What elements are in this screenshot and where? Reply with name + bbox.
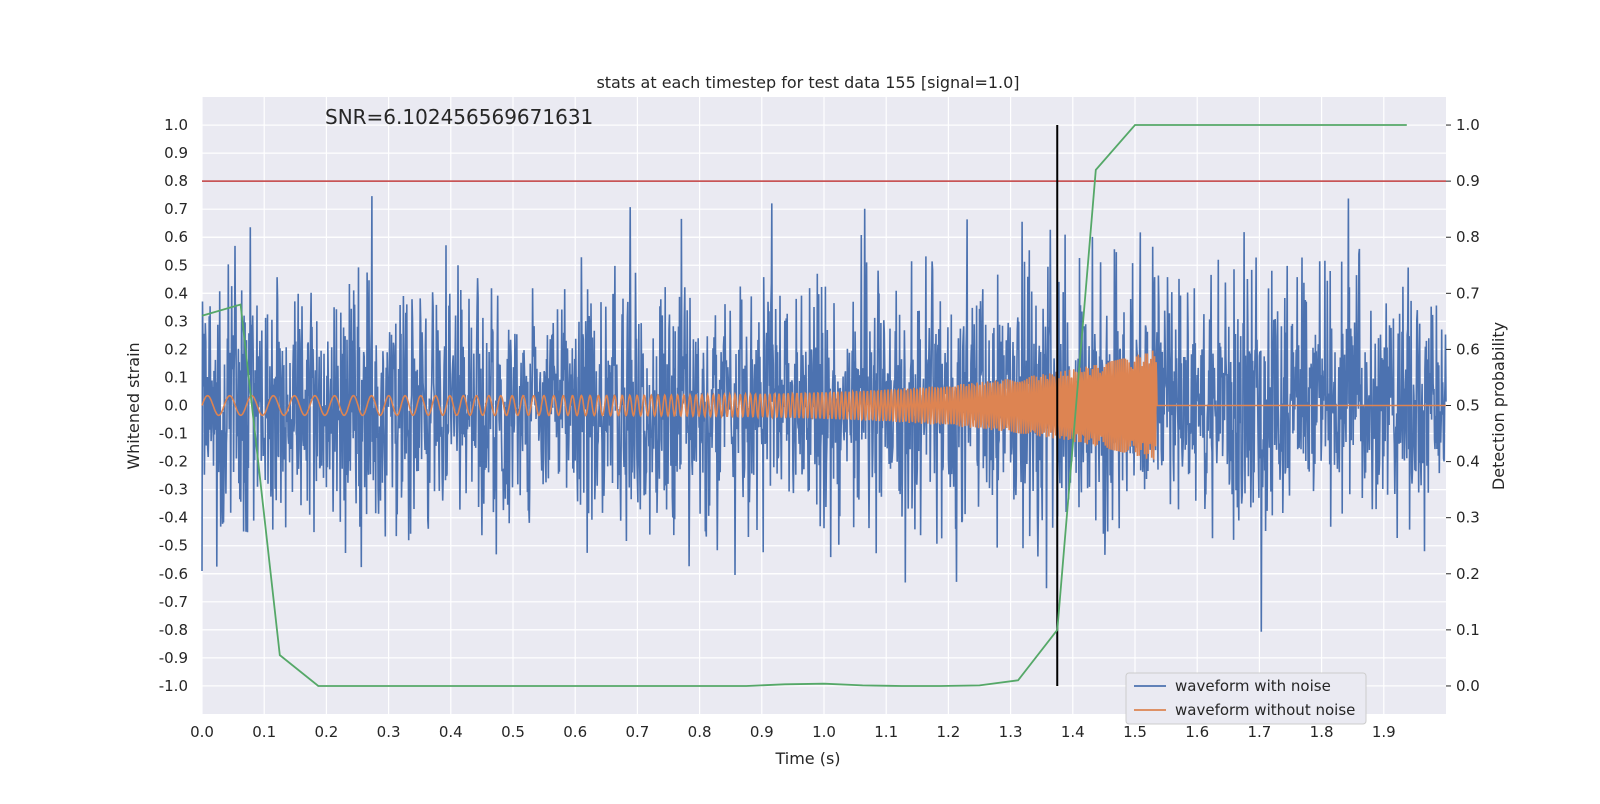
x-tick-label: 1.0 [812,723,836,741]
x-tick-label: 0.5 [501,723,525,741]
y-tick-label: -0.5 [159,537,188,555]
legend-label-clean: waveform without noise [1175,701,1355,719]
x-tick-label: 1.9 [1372,723,1396,741]
y-tick-label: 0.8 [164,172,188,190]
legend-label-noise: waveform with noise [1175,677,1331,695]
waveform-with-noise-line [201,196,1447,632]
snr-annotation: SNR=6.102456569671631 [325,105,593,129]
x-tick-label: 1.2 [936,723,960,741]
y-tick-label: -0.6 [159,565,188,583]
y-tick-label: -0.1 [159,425,188,443]
x-tick-label: 1.1 [874,723,898,741]
detection-probability-line [201,124,1407,687]
chart-title: stats at each timestep for test data 155… [596,73,1019,92]
y-tick-label: 0.5 [164,256,188,274]
y-tick-label: -0.3 [159,481,188,499]
y2-tick-label: 0.9 [1456,172,1480,190]
y-tick-label: 0.9 [164,144,188,162]
y-axis-label: Whitened strain [124,342,143,469]
y-tick-label: -0.8 [159,621,188,639]
legend: waveform with noise waveform without noi… [1125,672,1367,725]
x-tick-label: 0.7 [625,723,649,741]
x-tick-label: 0.4 [439,723,463,741]
y2-tick-label: 0.5 [1456,397,1480,415]
y2-tick-labels: 1.0 0.9 0.8 0.7 0.6 0.5 0.4 0.3 0.2 0.1 0.0 [1446,116,1480,695]
legend-box [1125,672,1367,725]
y-tick-label: 0.1 [164,368,188,386]
x-tick-label: 1.7 [1247,723,1271,741]
x-tick-label: 0.9 [750,723,774,741]
y-tick-labels: 1.0 0.9 0.8 0.7 0.6 0.5 0.4 0.3 0.2 0.1 0.0 -0.1 -0.… [159,116,188,695]
x-tick-labels: 0.0 0.1 0.2 0.3 0.4 0.5 0.6 0.7 0.8 0.9 1.0 1.1 1.2 1… [190,723,1396,741]
x-tick-label: 1.3 [999,723,1023,741]
y-tick-label: 0.0 [164,397,188,415]
y-tick-label: -0.9 [159,649,188,667]
y-tick-label: 0.2 [164,340,188,358]
y-tick-label: 1.0 [164,116,188,134]
y2-tick-label: 0.0 [1456,677,1480,695]
waveform-without-noise-line [201,350,1446,460]
y2-tick-label: 0.1 [1456,621,1480,639]
y-tick-label: 0.7 [164,200,188,218]
y2-tick-label: 0.3 [1456,509,1480,527]
x-tick-label: 0.2 [314,723,338,741]
y2-axis-label: Detection probability [1489,322,1508,490]
x-tick-label: 1.8 [1310,723,1334,741]
y-tick-label: -0.2 [159,453,188,471]
x-tick-label: 0.6 [563,723,587,741]
x-axis-label: Time (s) [774,749,840,768]
x-tick-label: 0.8 [688,723,712,741]
y-tick-label: -0.4 [159,509,188,527]
x-tick-label: 1.4 [1061,723,1085,741]
y2-tick-label: 0.8 [1456,228,1480,246]
x-tick-label: 0.3 [377,723,401,741]
x-tick-label: 1.6 [1185,723,1209,741]
y-tick-label: 0.4 [164,284,188,302]
y-tick-label: 0.3 [164,312,188,330]
x-tick-label: 0.0 [190,723,214,741]
y2-tick-label: 0.7 [1456,284,1480,302]
series-layer [201,124,1447,687]
y-tick-label: -1.0 [159,677,188,695]
y2-tick-label: 1.0 [1456,116,1480,134]
y2-tick-label: 0.6 [1456,340,1480,358]
y2-tick-label: 0.2 [1456,565,1480,583]
x-tick-label: 0.1 [252,723,276,741]
y-tick-label: 0.6 [164,228,188,246]
y-tick-label: -0.7 [159,593,188,611]
y2-tick-label: 0.4 [1456,453,1480,471]
x-tick-label: 1.5 [1123,723,1147,741]
